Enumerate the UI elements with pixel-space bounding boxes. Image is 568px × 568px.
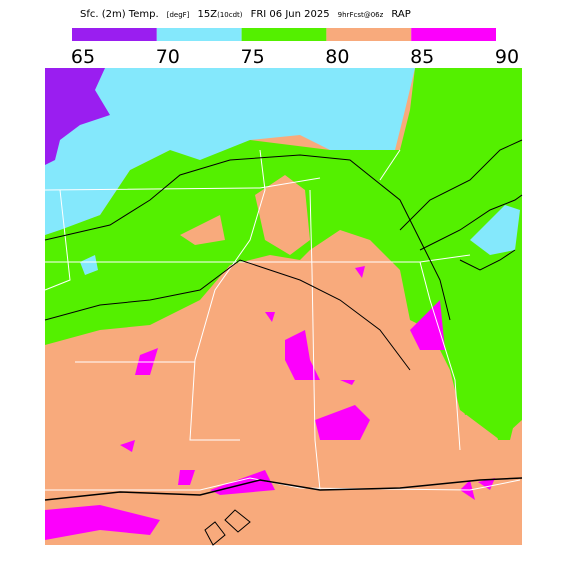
forecast: 9hrFcst@06z (338, 11, 384, 19)
cool-pocket (80, 255, 98, 275)
date: FRI 06 Jun 2025 (251, 9, 330, 20)
colorbar-label: 85 (410, 46, 434, 68)
units: [degF] (167, 11, 190, 19)
model: RAP (391, 9, 410, 20)
map-field (44, 68, 523, 546)
colorbar-label: 90 (495, 46, 519, 68)
purple-region (45, 68, 110, 165)
colorbar: 65 70 75 80 85 90 (71, 28, 519, 68)
warm-pocket (255, 175, 310, 255)
color-bin (241, 28, 327, 41)
color-bin (72, 28, 157, 41)
colorbar-label: 80 (325, 46, 349, 68)
title: Sfc. (2m) Temp. (80, 9, 159, 20)
state-borders (44, 149, 521, 491)
green-coast (460, 385, 482, 415)
colorbar-label: 70 (156, 46, 180, 68)
colorbar-label: 65 (71, 46, 95, 68)
local-time: (10cdt) (217, 11, 243, 19)
color-bin (411, 28, 496, 41)
green-region (45, 68, 522, 440)
colorbar-label: 75 (241, 46, 265, 68)
warm-pocket (180, 215, 225, 245)
map-title: Sfc. (2m) Temp. [degF] 15Z(10cdt) FRI 06… (80, 2, 411, 21)
time: 15Z (198, 9, 218, 20)
color-bin (156, 28, 242, 41)
isotherm-contours (44, 139, 523, 546)
green-coast (495, 420, 515, 440)
color-bin (326, 28, 412, 41)
cyan-region (45, 68, 415, 235)
cool-pocket (470, 205, 520, 255)
